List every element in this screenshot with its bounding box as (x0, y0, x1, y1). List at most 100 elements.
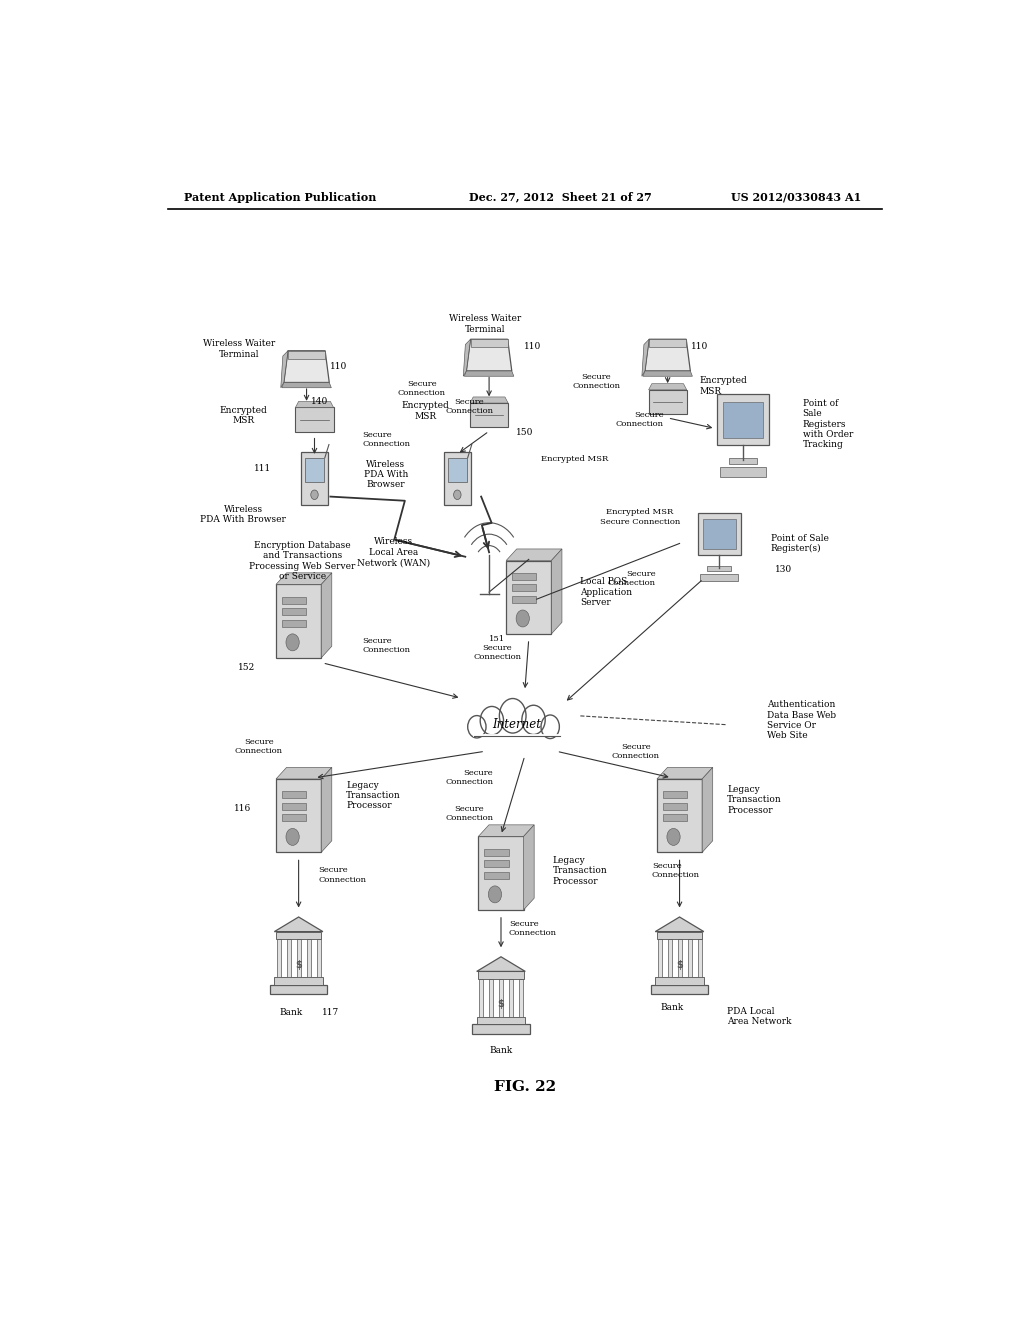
Text: Bank: Bank (489, 1045, 513, 1055)
Bar (651, 985, 709, 994)
Text: Wireless Waiter
Terminal: Wireless Waiter Terminal (203, 339, 275, 359)
Polygon shape (470, 397, 508, 403)
Text: Encrypted MSR: Encrypted MSR (541, 455, 608, 463)
Ellipse shape (522, 705, 545, 734)
Bar (519, 978, 523, 1018)
Polygon shape (464, 371, 514, 376)
Bar (276, 779, 322, 853)
Bar (697, 939, 701, 977)
Text: Legacy
Transaction
Processor: Legacy Transaction Processor (346, 780, 401, 810)
Text: Secure
Connection: Secure Connection (509, 920, 557, 937)
Circle shape (516, 610, 529, 627)
Text: Legacy
Transaction
Processor: Legacy Transaction Processor (727, 785, 782, 814)
Bar (276, 939, 281, 977)
Text: Wireless
PDA With
Browser: Wireless PDA With Browser (364, 459, 409, 490)
Bar (648, 389, 687, 414)
Bar (678, 939, 682, 977)
Polygon shape (643, 371, 692, 376)
Text: PDA Local
Area Network: PDA Local Area Network (727, 1007, 792, 1026)
Bar (663, 803, 687, 810)
Polygon shape (702, 767, 713, 853)
Bar (477, 1018, 525, 1024)
Bar (282, 791, 306, 799)
Text: FIG. 22: FIG. 22 (494, 1080, 556, 1094)
Polygon shape (551, 549, 562, 634)
Polygon shape (645, 339, 690, 371)
Bar (472, 1024, 529, 1034)
Bar (489, 978, 493, 1018)
Bar (512, 585, 537, 591)
Bar (282, 597, 306, 603)
Bar (700, 574, 738, 581)
Circle shape (667, 829, 680, 845)
Bar (478, 972, 524, 978)
Bar (708, 566, 731, 570)
Bar (478, 837, 523, 909)
Polygon shape (642, 339, 649, 376)
Text: 110: 110 (691, 342, 708, 351)
Bar (270, 985, 328, 994)
Text: Point of Sale
Register(s): Point of Sale Register(s) (771, 533, 828, 553)
Circle shape (488, 886, 502, 903)
Polygon shape (649, 339, 686, 347)
Bar (723, 401, 763, 438)
Bar (306, 939, 310, 977)
Text: 117: 117 (322, 1007, 339, 1016)
Text: Dec. 27, 2012  Sheet 21 of 27: Dec. 27, 2012 Sheet 21 of 27 (469, 191, 652, 202)
Polygon shape (506, 549, 562, 561)
Bar (687, 939, 691, 977)
Bar (512, 597, 537, 603)
Polygon shape (470, 339, 508, 347)
Bar (473, 714, 560, 735)
Polygon shape (477, 957, 525, 972)
Bar (720, 467, 766, 477)
Bar (729, 458, 758, 463)
Bar (449, 458, 467, 482)
Polygon shape (657, 767, 713, 779)
Bar (275, 932, 322, 939)
Bar (301, 453, 328, 506)
Text: Secure
Connection: Secure Connection (615, 411, 664, 428)
Text: Secure
Connection: Secure Connection (362, 430, 410, 447)
Text: Wireless Waiter
Terminal: Wireless Waiter Terminal (449, 314, 521, 334)
Bar (702, 519, 736, 549)
Polygon shape (288, 351, 326, 359)
Text: Local POS
Application
Server: Local POS Application Server (581, 577, 633, 607)
Polygon shape (274, 917, 323, 932)
Text: Secure
Connection: Secure Connection (612, 743, 659, 760)
Text: 116: 116 (233, 804, 251, 813)
Text: 140: 140 (310, 397, 328, 407)
Text: Secure
Connection: Secure Connection (318, 866, 367, 883)
Bar (663, 791, 687, 799)
Bar (305, 458, 324, 482)
Bar (484, 849, 509, 855)
Bar (470, 403, 508, 428)
Bar (316, 939, 321, 977)
Bar (479, 978, 483, 1018)
Text: Point of
Sale
Registers
with Order
Tracking: Point of Sale Registers with Order Track… (803, 399, 853, 449)
Text: Patent Application Publication: Patent Application Publication (183, 191, 376, 202)
Bar (657, 779, 702, 853)
Circle shape (310, 490, 318, 499)
Polygon shape (282, 383, 332, 388)
Text: 150: 150 (516, 429, 534, 437)
Bar (668, 939, 672, 977)
Bar (657, 939, 662, 977)
Polygon shape (463, 339, 470, 376)
Bar (287, 939, 291, 977)
Text: 111: 111 (254, 463, 270, 473)
Text: Secure
Connection: Secure Connection (445, 805, 494, 822)
Bar (506, 561, 551, 634)
Bar (484, 873, 509, 879)
Text: Legacy
Transaction
Processor: Legacy Transaction Processor (553, 855, 607, 886)
Bar (718, 395, 769, 445)
Polygon shape (276, 767, 332, 779)
Polygon shape (466, 339, 512, 371)
Text: Encrypted MSR
Secure Connection: Encrypted MSR Secure Connection (600, 508, 680, 525)
Ellipse shape (480, 706, 504, 735)
Bar (509, 978, 513, 1018)
Polygon shape (281, 351, 288, 388)
Bar (499, 978, 503, 1018)
Polygon shape (322, 573, 332, 657)
Text: Secure
Connection: Secure Connection (608, 570, 655, 587)
